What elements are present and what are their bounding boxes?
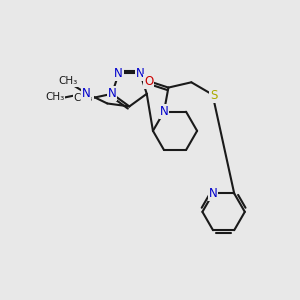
Text: N: N xyxy=(160,105,168,118)
Text: N: N xyxy=(114,67,123,80)
Text: S: S xyxy=(210,89,217,102)
Text: CH₃: CH₃ xyxy=(74,93,93,103)
Text: N: N xyxy=(82,87,91,100)
Text: CH₃: CH₃ xyxy=(45,92,64,102)
Text: N: N xyxy=(108,87,116,100)
Text: O: O xyxy=(144,75,153,88)
Text: N: N xyxy=(136,67,145,80)
Text: N: N xyxy=(208,187,217,200)
Text: CH₃: CH₃ xyxy=(58,76,77,86)
